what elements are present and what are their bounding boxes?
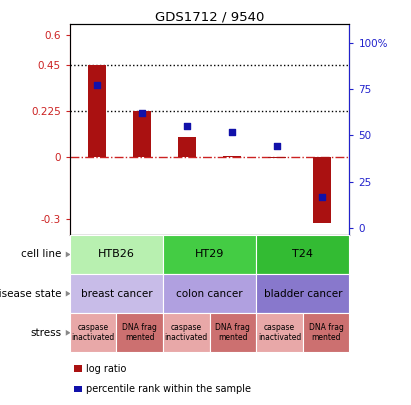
Text: colon cancer: colon cancer (176, 289, 243, 298)
Bar (178, 137, 196, 157)
Text: HTB26: HTB26 (98, 249, 135, 260)
Bar (133, 111, 151, 157)
Title: GDS1712 / 9540: GDS1712 / 9540 (155, 10, 264, 23)
Polygon shape (66, 330, 71, 336)
Point (274, 143, 281, 150)
Text: caspase
inactivated: caspase inactivated (165, 323, 208, 343)
Text: caspase
inactivated: caspase inactivated (72, 323, 115, 343)
Polygon shape (66, 252, 71, 258)
Text: disease state: disease state (0, 289, 62, 298)
Point (229, 128, 236, 135)
Bar (313, 157, 331, 223)
Bar (88, 65, 106, 157)
Point (94, 82, 100, 89)
Bar (223, 156, 241, 157)
Text: breast cancer: breast cancer (81, 289, 152, 298)
Text: bladder cancer: bladder cancer (263, 289, 342, 298)
Text: T24: T24 (292, 249, 313, 260)
Bar (268, 157, 286, 158)
Text: log ratio: log ratio (86, 364, 127, 373)
Text: HT29: HT29 (195, 249, 224, 260)
Point (139, 110, 145, 116)
Text: cell line: cell line (21, 249, 62, 260)
Text: stress: stress (30, 328, 62, 338)
Point (184, 123, 190, 129)
Polygon shape (66, 291, 71, 296)
Text: DNA frag
mented: DNA frag mented (215, 323, 250, 343)
Text: caspase
inactivated: caspase inactivated (258, 323, 301, 343)
Text: DNA frag
mented: DNA frag mented (309, 323, 344, 343)
Text: percentile rank within the sample: percentile rank within the sample (86, 384, 251, 394)
Text: DNA frag
mented: DNA frag mented (122, 323, 157, 343)
Point (319, 194, 326, 200)
